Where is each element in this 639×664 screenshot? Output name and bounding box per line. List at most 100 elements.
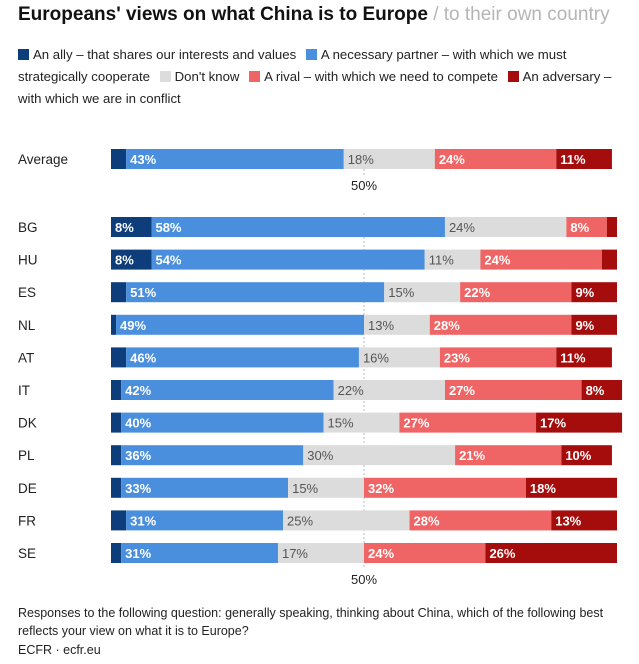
category-label-at: AT: [18, 350, 34, 365]
bar-fr-dont-know: [283, 510, 410, 531]
bar-fr-rival: [409, 510, 552, 531]
bar-label-es-partner: 51%: [130, 285, 156, 300]
legend-label-partner: A necessary partner – with which we must…: [18, 47, 567, 84]
legend-label-dont-know: Don't know: [174, 69, 240, 84]
legend-item-ally: An ally – that shares our interests and …: [18, 47, 296, 62]
bar-label-se-dont-know: 17%: [282, 546, 308, 561]
bar-label-nl-adversary: 9%: [575, 318, 594, 333]
legend-swatch-partner: [305, 49, 317, 60]
bar-bg-ally: [111, 217, 152, 237]
bar-label-hu-dont-know: 11%: [429, 253, 454, 268]
bar-nl-dont-know: [364, 314, 430, 335]
bar-at-adversary: [556, 347, 612, 368]
title-main: Europeans' views on what China is to Eur…: [18, 4, 428, 25]
bar-label-fr-dont-know: 25%: [287, 513, 313, 528]
bar-average-partner: [126, 149, 344, 169]
bar-es-ally: [111, 282, 127, 303]
bar-pl-dont-know: [303, 445, 456, 466]
reference-label-top: 50%: [351, 178, 377, 193]
bar-label-hu-ally: 8%: [115, 253, 134, 268]
bar-label-average-adversary: 11%: [560, 152, 586, 167]
bar-label-average-rival: 24%: [439, 152, 465, 167]
bar-label-nl-partner: 49%: [120, 318, 146, 333]
bar-es-adversary: [571, 282, 617, 303]
reference-label-bottom: 50%: [351, 572, 377, 587]
legend-item-adversary: An adversary – with which we are in conf…: [18, 69, 611, 106]
legend-label-adversary: An adversary – with which we are in conf…: [18, 69, 612, 106]
legend-label-ally: An ally – that shares our interests and …: [33, 47, 297, 62]
bar-dk-ally: [111, 412, 122, 433]
bar-label-bg-partner: 58%: [155, 220, 181, 235]
bar-label-nl-dont-know: 13%: [368, 318, 394, 333]
bar-dk-adversary: [536, 412, 623, 433]
bar-nl-ally: [111, 314, 117, 335]
bar-label-dk-adversary: 17%: [540, 416, 566, 431]
bar-hu-dont-know: [424, 249, 481, 270]
bar-dk-dont-know: [323, 412, 400, 433]
bar-hu-adversary: [601, 249, 617, 270]
bar-de-ally: [111, 477, 122, 498]
stacked-bar-chart: Average 43% 18% 24% 11% BG 8% 58% 24% 8% HU 8% 54% 11…: [18, 149, 623, 587]
bar-se-adversary: [485, 543, 617, 563]
title-alt-view-link[interactable]: to their own country: [443, 4, 610, 25]
category-label-es: ES: [18, 285, 36, 300]
bar-it-rival: [444, 380, 582, 400]
bar-label-it-rival: 27%: [449, 383, 475, 398]
bar-es-partner: [126, 282, 385, 303]
legend-swatch-dont-know: [159, 71, 171, 82]
bar-bg-adversary: [606, 217, 617, 237]
legend-label-rival: A rival – with which we need to compete: [264, 69, 498, 84]
bar-bg-rival: [566, 217, 607, 237]
footnote: Responses to the following question: gen…: [18, 606, 604, 638]
category-label-dk: DK: [18, 416, 37, 431]
category-label-nl: NL: [18, 318, 36, 333]
bar-de-dont-know: [288, 477, 364, 498]
bar-label-hu-rival: 24%: [484, 253, 510, 268]
bar-se-ally: [111, 543, 122, 563]
bar-label-at-rival: 23%: [444, 350, 470, 365]
category-label-hu: HU: [18, 253, 38, 268]
bar-label-es-rival: 22%: [464, 285, 490, 300]
bar-label-se-adversary: 26%: [489, 546, 515, 561]
bar-fr-adversary: [551, 510, 617, 531]
category-label-average: Average: [18, 152, 68, 167]
bar-bg-partner: [151, 217, 445, 237]
bar-dk-partner: [121, 412, 324, 433]
category-label-pl: PL: [18, 448, 35, 463]
bar-label-bg-dont-know: 24%: [449, 220, 475, 235]
bar-it-adversary: [581, 380, 623, 400]
legend-swatch-adversary: [507, 71, 519, 82]
bar-pl-partner: [121, 445, 304, 466]
bar-de-rival: [364, 477, 526, 498]
bar-label-dk-partner: 40%: [125, 416, 151, 431]
bar-average-dont-know: [343, 149, 435, 169]
bar-label-nl-rival: 28%: [434, 318, 460, 333]
bar-label-de-rival: 32%: [368, 481, 394, 496]
bar-es-rival: [460, 282, 572, 303]
bar-label-es-dont-know: 15%: [388, 285, 414, 300]
category-label-it: IT: [18, 383, 30, 398]
bar-label-pl-adversary: 10%: [565, 448, 591, 463]
bar-it-partner: [121, 380, 334, 400]
bar-label-it-dont-know: 22%: [338, 383, 364, 398]
bar-average-ally: [111, 149, 127, 169]
title-separator: /: [433, 4, 439, 25]
bar-label-bg-rival: 8%: [570, 220, 589, 235]
bar-pl-adversary: [561, 445, 612, 466]
bar-label-es-adversary: 9%: [575, 285, 594, 300]
bar-label-hu-partner: 54%: [155, 253, 181, 268]
bar-label-at-partner: 46%: [130, 350, 156, 365]
bar-label-it-adversary: 8%: [586, 383, 605, 398]
legend-swatch-ally: [18, 49, 29, 60]
bar-nl-adversary: [571, 314, 617, 335]
bar-it-dont-know: [333, 380, 445, 400]
bar-se-rival: [364, 543, 486, 563]
bar-pl-ally: [111, 445, 122, 466]
bar-nl-rival: [429, 314, 572, 335]
bar-hu-ally: [111, 249, 152, 270]
category-label-fr: FR: [18, 513, 36, 528]
bar-label-de-dont-know: 15%: [292, 481, 318, 496]
bar-label-at-dont-know: 16%: [363, 350, 389, 365]
bar-average-adversary: [556, 149, 612, 169]
bar-es-dont-know: [384, 282, 461, 303]
